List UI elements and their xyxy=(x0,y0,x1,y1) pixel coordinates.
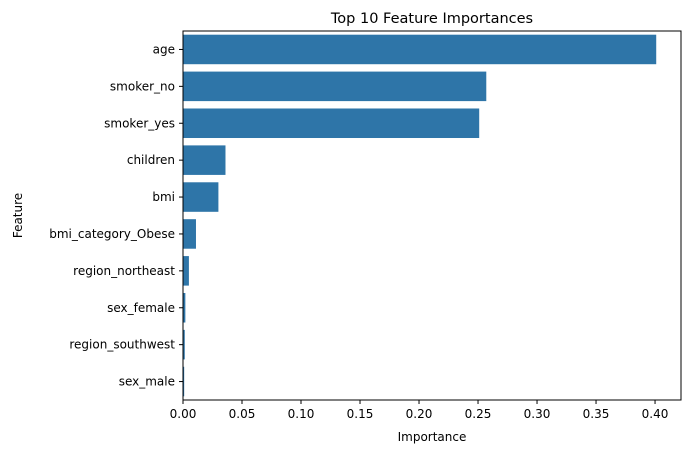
bar-smoker_yes xyxy=(183,108,480,139)
x-tick-label: 0.05 xyxy=(229,407,256,421)
x-tick-label: 0.10 xyxy=(288,407,315,421)
y-tick-label: region_northeast xyxy=(73,264,175,278)
y-tick-label: region_southwest xyxy=(69,338,175,352)
bars-layer xyxy=(183,34,657,397)
y-axis-label: Feature xyxy=(11,193,25,238)
bar-bmi xyxy=(183,182,219,212)
bar-region_southwest xyxy=(183,329,185,360)
y-tick-label: sex_male xyxy=(119,375,175,389)
x-tick-label: 0.00 xyxy=(170,407,197,421)
chart-title: Top 10 Feature Importances xyxy=(330,11,533,27)
y-tick-label: bmi_category_Obese xyxy=(49,227,175,241)
y-tick-label: smoker_yes xyxy=(104,116,175,130)
y-tick-label: age xyxy=(153,42,175,56)
y-tick-label: sex_female xyxy=(107,301,175,315)
bar-sex_female xyxy=(183,292,186,323)
y-axis: age smoker_no smoker_yes children bmi bmi_cat… xyxy=(49,42,183,389)
bar-region_northeast xyxy=(183,256,189,286)
plot-frame xyxy=(182,30,682,401)
bar-bmi_category_Obese xyxy=(183,219,196,249)
x-tick-label: 0.40 xyxy=(642,407,669,421)
y-tick-label: bmi xyxy=(152,190,175,204)
x-tick-label: 0.25 xyxy=(465,407,492,421)
x-tick-label: 0.20 xyxy=(406,407,433,421)
x-axis-label: Importance xyxy=(398,430,467,444)
y-tick-label: smoker_no xyxy=(110,79,175,93)
bar-sex_male xyxy=(183,366,185,397)
y-tick-label: children xyxy=(127,153,175,167)
x-tick-label: 0.35 xyxy=(583,407,610,421)
x-tick-label: 0.15 xyxy=(347,407,374,421)
bar-smoker_no xyxy=(183,71,487,102)
x-axis: 0.00 0.05 0.10 0.15 0.20 0.25 0.30 0.35 0.40 xyxy=(170,400,669,421)
bar-children xyxy=(183,145,226,175)
bar-age xyxy=(183,34,657,65)
x-tick-label: 0.30 xyxy=(524,407,551,421)
